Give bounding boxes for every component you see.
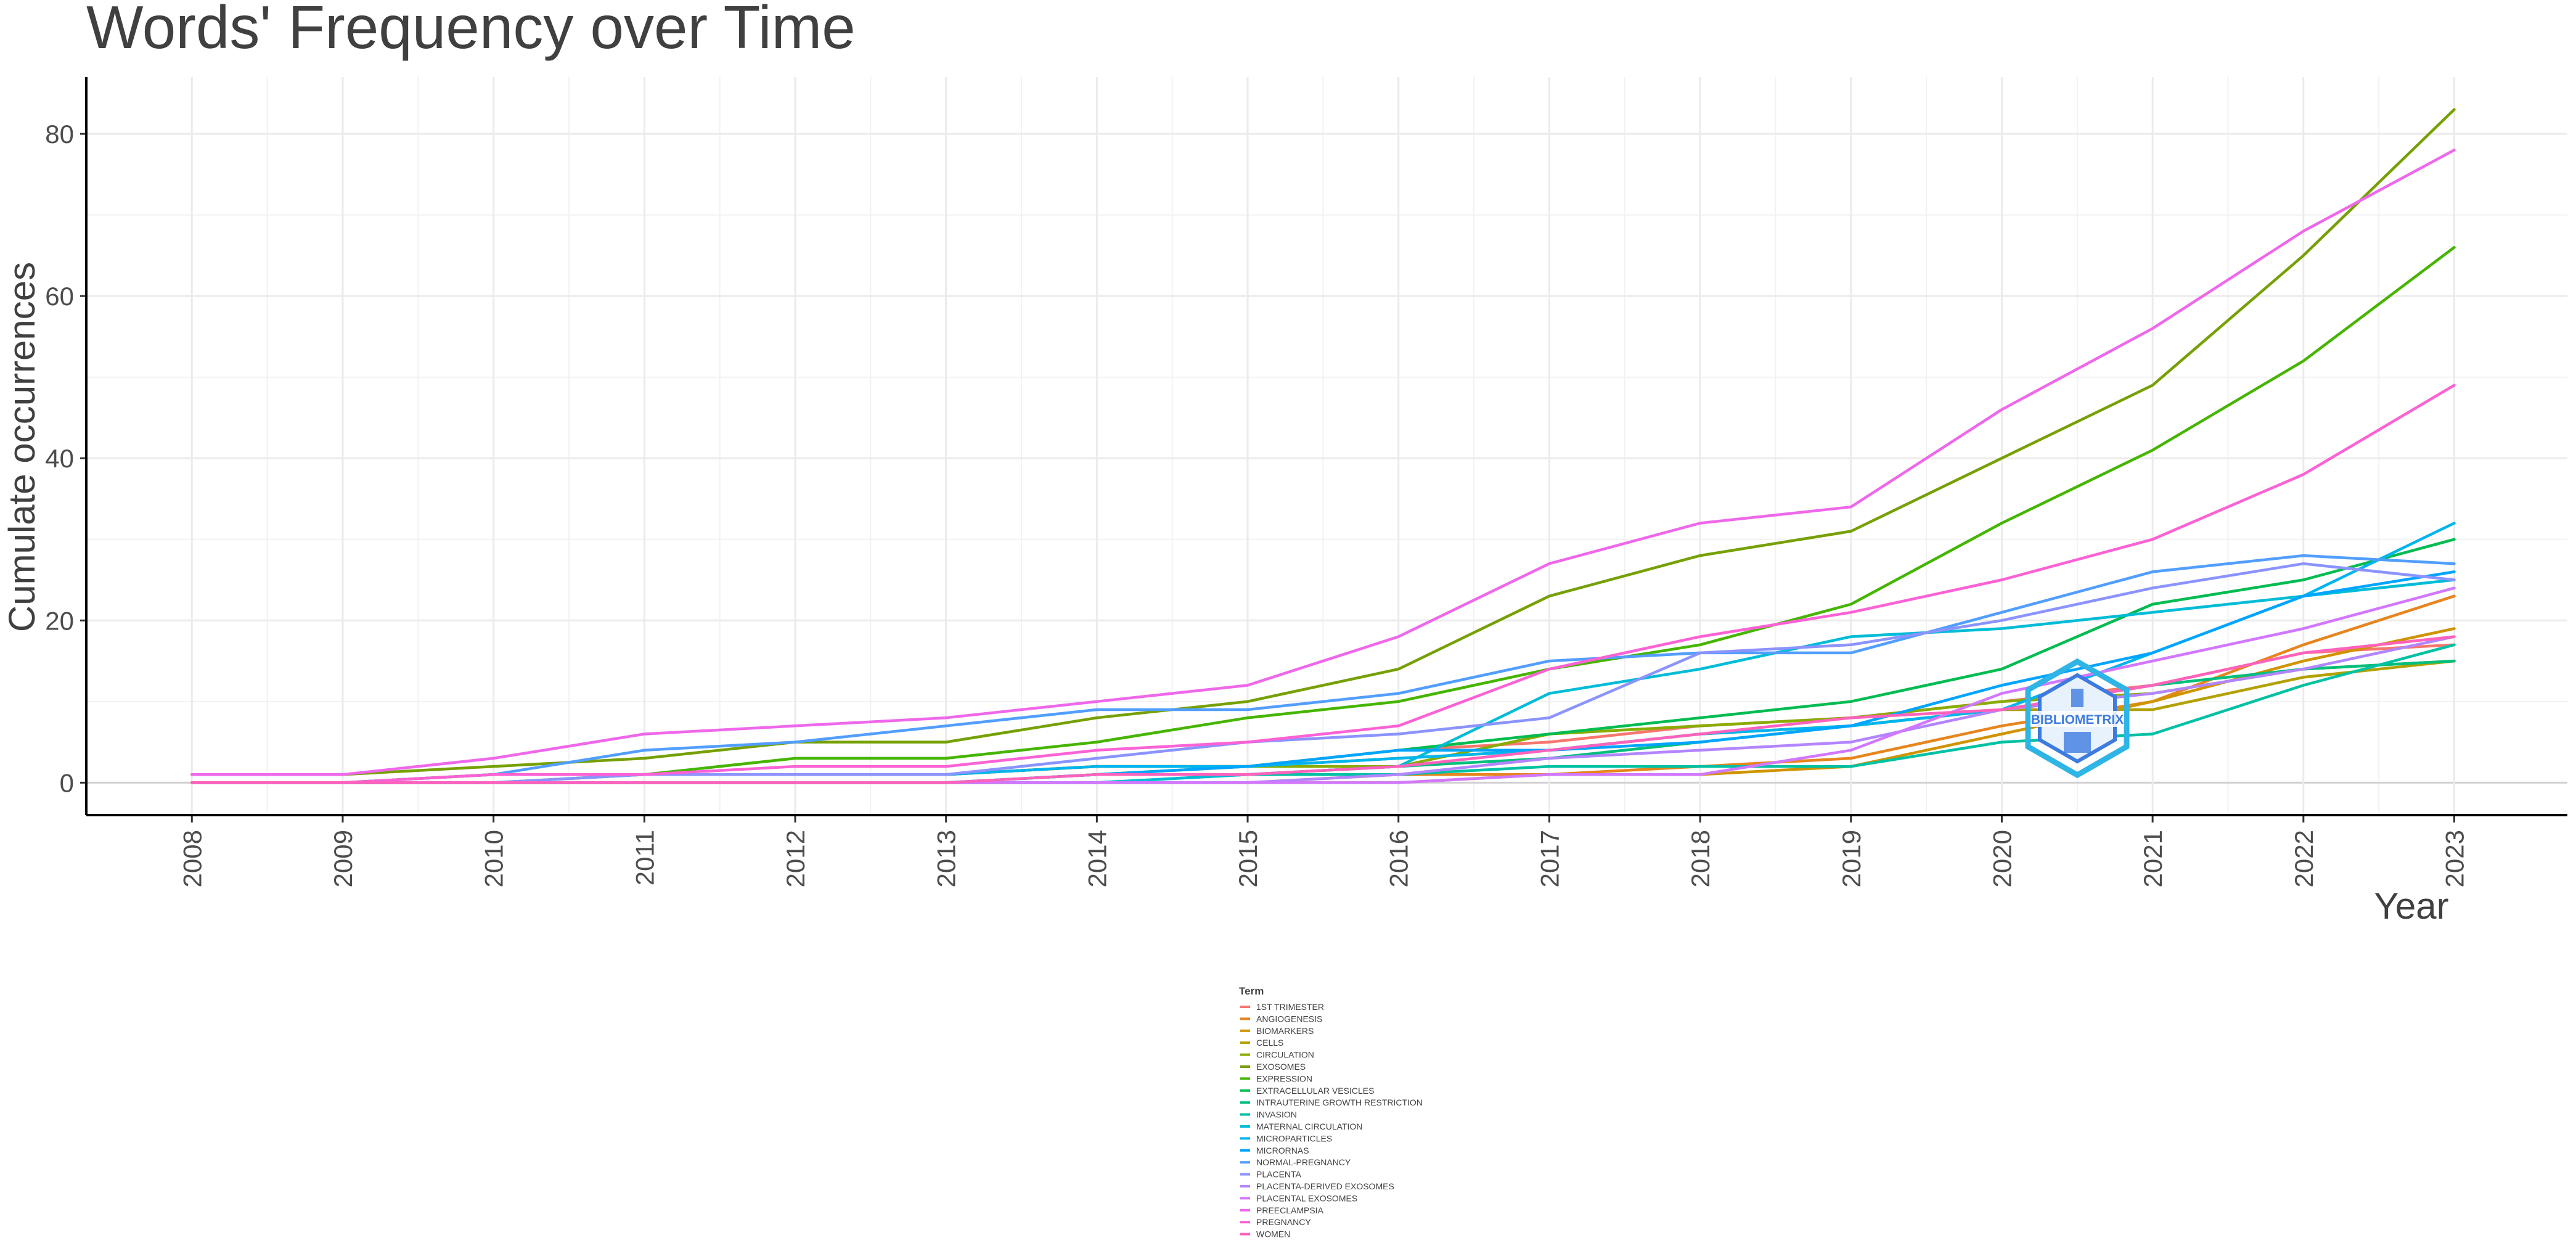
legend: Term 1ST TRIMESTER ANGIOGENESIS BIOMARKERS… bbox=[1239, 985, 1423, 1239]
logo-wordmark: BIBLIOMETRIX bbox=[2031, 713, 2124, 727]
x-tick-label: 2016 bbox=[1384, 830, 1413, 887]
plot-grid bbox=[86, 77, 2567, 815]
x-tick-label: 2015 bbox=[1233, 830, 1262, 887]
x-tick-label: 2021 bbox=[2138, 830, 2167, 887]
x-axis-title: Year bbox=[2374, 885, 2448, 927]
y-tick-label: 60 bbox=[45, 282, 74, 311]
legend-label-expression: EXPRESSION bbox=[1256, 1073, 1312, 1083]
chart-title: Words' Frequency over Time bbox=[86, 0, 856, 61]
logo-hexagon-outer bbox=[2025, 658, 2130, 779]
legend-label-pregnancy: PREGNANCY bbox=[1256, 1217, 1311, 1227]
series-line-placenta bbox=[190, 562, 2456, 784]
legend-label-intrauterine-growth-restriction: INTRAUTERINE GROWTH RESTRICTION bbox=[1256, 1097, 1423, 1107]
x-tick-label: 2008 bbox=[178, 830, 206, 887]
y-tick-label: 0 bbox=[60, 768, 74, 797]
y-tick-label: 20 bbox=[45, 606, 74, 635]
legend-title: Term bbox=[1239, 985, 1264, 997]
legend-label-extracellular-vesicles: EXTRACELLULAR VESICLES bbox=[1256, 1086, 1374, 1096]
x-tick-label: 2011 bbox=[630, 830, 659, 885]
legend-label-biomarkers: BIOMARKERS bbox=[1256, 1026, 1314, 1036]
legend-label-maternal-circulation: MATERNAL CIRCULATION bbox=[1256, 1122, 1362, 1131]
legend-label-normal-pregnancy: NORMAL-PREGNANCY bbox=[1256, 1157, 1351, 1167]
x-tick-label: 2012 bbox=[781, 830, 810, 887]
y-axis-title: Cumulate occurrences bbox=[1, 262, 43, 632]
legend-label-exosomes: EXOSOMES bbox=[1256, 1062, 1306, 1072]
legend-label-placental-exosomes: PLACENTAL EXOSOMES bbox=[1256, 1193, 1357, 1203]
x-tick-label: 2023 bbox=[2440, 830, 2469, 887]
x-tick-label: 2020 bbox=[1987, 830, 2016, 887]
x-tick-label: 2009 bbox=[329, 830, 358, 887]
x-tick-label: 2018 bbox=[1686, 830, 1715, 887]
legend-label-circulation: CIRCULATION bbox=[1256, 1050, 1314, 1060]
x-tick-label: 2014 bbox=[1082, 830, 1111, 887]
legend-label-women: WOMEN bbox=[1256, 1229, 1290, 1239]
x-tick-label: 2022 bbox=[2289, 830, 2318, 887]
axes: 0 20 40 60 80 2008 2009 2010 2011 2012 2013 2014 201… bbox=[45, 77, 2567, 887]
series-line-normal-pregnancy bbox=[190, 554, 2456, 784]
y-tick-label: 80 bbox=[45, 120, 74, 149]
logo-bar bbox=[2030, 711, 2124, 727]
x-tick-label: 2013 bbox=[932, 830, 961, 887]
legend-items: 1ST TRIMESTER ANGIOGENESIS BIOMARKERS CELLS… bbox=[1240, 1002, 1423, 1239]
bibliometrix-logo: BIBLIOMETRIX bbox=[2025, 658, 2130, 779]
legend-label-placenta: PLACENTA bbox=[1256, 1170, 1302, 1179]
legend-label-microparticles: MICROPARTICLES bbox=[1256, 1133, 1332, 1143]
legend-label-angiogenesis: ANGIOGENESIS bbox=[1256, 1014, 1322, 1023]
series-line-pregnancy bbox=[190, 384, 2456, 784]
series-line-preeclampsia bbox=[190, 149, 2456, 776]
y-tick-label: 40 bbox=[45, 444, 74, 473]
legend-label-1st-trimester: 1ST TRIMESTER bbox=[1256, 1002, 1324, 1012]
legend-label-micrornas: MICRORNAS bbox=[1256, 1146, 1309, 1155]
x-tick-label: 2019 bbox=[1837, 830, 1866, 887]
legend-label-cells: CELLS bbox=[1256, 1038, 1283, 1048]
legend-label-invasion: INVASION bbox=[1256, 1110, 1297, 1120]
x-tick-label: 2017 bbox=[1535, 830, 1564, 887]
legend-label-placenta-derived-exosomes: PLACENTA-DERIVED EXOSOMES bbox=[1256, 1181, 1394, 1191]
legend-label-preeclampsia: PREECLAMPSIA bbox=[1256, 1205, 1324, 1215]
logo-figure bbox=[2064, 689, 2091, 753]
x-tick-label: 2010 bbox=[480, 830, 509, 887]
